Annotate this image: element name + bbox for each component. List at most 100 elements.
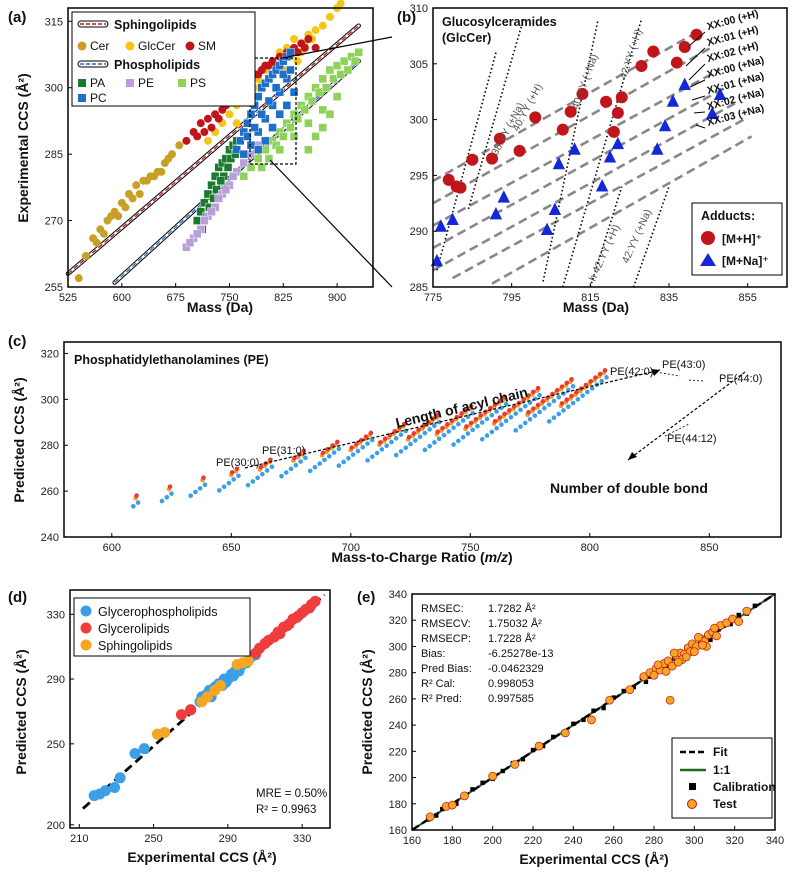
panel-d-frame	[69, 589, 331, 829]
panel-c-point-blue	[193, 489, 198, 495]
panel-a-point-glccer	[293, 57, 302, 66]
panel-c-point-blue	[269, 464, 275, 470]
panel-a-point-pe	[246, 149, 256, 159]
panel-d-point	[138, 743, 150, 755]
panel-c-point-red	[593, 375, 598, 380]
panel-c-point-red	[526, 410, 531, 415]
panel-b-point-mh	[678, 41, 691, 54]
panel-c-point-red	[468, 420, 474, 426]
panel-c-point-red	[569, 376, 574, 382]
panel-b-point-mna	[430, 253, 444, 267]
panel-b-point-mna	[595, 179, 609, 192]
panel-a-point-sm	[182, 136, 191, 145]
panel-b-point-mna	[568, 142, 581, 155]
panel-d-point	[242, 655, 254, 667]
panel-b-point-mna	[552, 156, 566, 170]
panel-c-point-blue	[522, 420, 528, 426]
panel-b-point-mh	[647, 45, 660, 58]
panel-e-point-calibration	[470, 787, 475, 792]
panel-c-point-red	[378, 440, 383, 445]
panel-e-point-calibration	[520, 757, 526, 762]
panel-c-point-blue	[264, 468, 270, 473]
panel-c-point-red	[292, 455, 297, 461]
panel-a-point-pa	[203, 189, 213, 199]
panel-c-point-blue	[456, 421, 461, 427]
panel-e-xtick-label: 320	[725, 835, 743, 847]
panel-a-frame	[67, 7, 374, 288]
panel-a-label: (a)	[8, 9, 26, 26]
panel-e-point-test	[560, 728, 570, 738]
panel-d-point	[292, 610, 304, 622]
panel-c-point-red	[435, 429, 441, 435]
panel-e-stat-value: 1.75032 Å²	[488, 617, 542, 630]
panel-c-point-blue	[288, 466, 294, 472]
panel-a-point-cer	[107, 212, 116, 221]
panel-c-point-blue	[489, 412, 495, 418]
panel-c-point-blue	[260, 471, 265, 477]
panel-b-point-mna	[548, 202, 562, 215]
panel-a-point-sm	[200, 128, 209, 136]
panel-c-xtick-label: 600	[103, 542, 121, 554]
panel-a-xtick-label: 675	[166, 292, 184, 304]
panel-b-point-mh	[529, 111, 542, 124]
panel-b-xtick-label: 815	[581, 292, 599, 304]
panel-e-point-calibration	[643, 679, 649, 685]
panel-a-point-pc	[286, 65, 295, 75]
legend-test: Test	[713, 797, 737, 811]
panel-c-point-red	[440, 425, 445, 431]
panel-a-point-ps	[318, 123, 327, 132]
panel-e-point-test	[742, 606, 752, 616]
panel-a-xlabel: Mass (Da)	[187, 299, 253, 315]
panel-a-ytick-label: 315	[45, 16, 63, 28]
panel-a-point-ps	[325, 110, 335, 119]
panel-c-ytick-label: 320	[41, 348, 59, 360]
panel-c-point-blue	[298, 459, 303, 464]
panel-c-point-blue	[169, 491, 174, 496]
panel-a-point-glccer	[232, 119, 241, 128]
panel-c-point-blue	[283, 470, 289, 475]
panel-a-point-ps	[286, 123, 295, 132]
panel-e-stat-label: R² Cal:	[421, 678, 455, 690]
panel-c-point-red	[559, 401, 565, 406]
panel-c-xtick-label: 800	[581, 542, 599, 554]
panel-c-point-red	[397, 425, 402, 430]
panel-a-point-pc	[275, 110, 284, 119]
panel-d-point	[114, 772, 126, 784]
panel-e-point-calibration	[601, 705, 606, 711]
label-pe44-12: PE(44:12)	[667, 433, 717, 445]
panel-e-point-test	[710, 623, 719, 633]
panel-d-xlabel: Experimental CCS (Å²)	[127, 849, 276, 865]
panel-c-point-blue	[393, 436, 399, 441]
panel-d-point	[185, 704, 197, 716]
panel-b-xtick-label: 775	[424, 292, 442, 304]
panel-c-point-blue	[370, 437, 375, 443]
legend-sm: SM	[198, 39, 216, 53]
panel-c-point-red	[583, 382, 589, 388]
panel-c-xtick-label: 750	[461, 542, 479, 554]
zoom-box	[249, 57, 297, 165]
panel-b-point-mna	[497, 190, 510, 203]
panel-c-point-red	[425, 420, 431, 425]
panel-e-point-test	[673, 657, 683, 667]
panel-e-stat-label: RMSECV:	[421, 618, 471, 630]
panel-b-title-line2: (GlcCer)	[442, 31, 491, 45]
panel-d-point	[272, 626, 284, 638]
panel-c-point-blue	[484, 416, 490, 422]
zoom-connector-bottom	[269, 159, 393, 288]
zoom-connector-top	[281, 36, 393, 59]
panel-c-ytick-label: 280	[41, 440, 59, 452]
panel-c-point-blue	[384, 443, 389, 448]
panel-a-xtick-label: 900	[328, 292, 346, 304]
panel-c-point-blue	[546, 419, 552, 424]
panel-b-dotted-line	[632, 186, 670, 288]
label-42yy-na: 42:YY (+Na)	[620, 207, 655, 265]
panel-c-point-blue	[494, 425, 499, 431]
panel-c-point-blue	[551, 398, 557, 404]
panel-a-point-pc	[282, 101, 292, 110]
panel-b-point-mh	[615, 91, 628, 104]
panel-c-title: Phosphatidylethanolamines (PE)	[74, 353, 268, 367]
annotation-r2: R² = 0.9963	[256, 804, 316, 816]
panel-e-stat-value: -6.25278e-13	[488, 648, 553, 660]
legend-glycerolipids: Glycerolipids	[98, 622, 170, 636]
